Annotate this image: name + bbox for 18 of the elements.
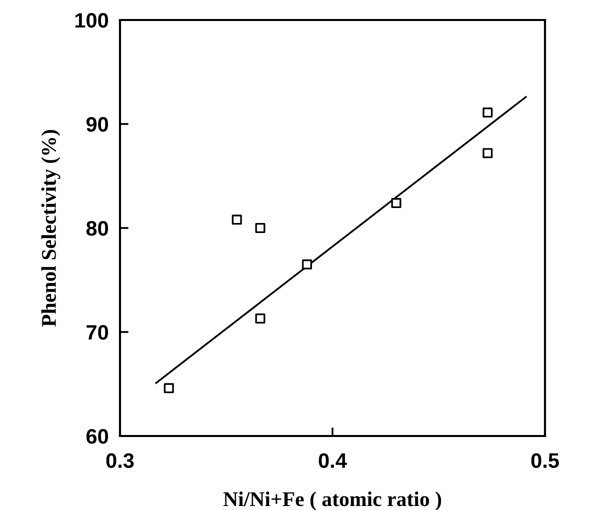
point <box>482 108 493 118</box>
y-tick-label: 70 <box>86 325 108 340</box>
y-tick-label: 60 <box>86 429 108 444</box>
point <box>255 223 266 233</box>
point <box>255 313 266 324</box>
point <box>232 214 242 225</box>
y-tick-label: 90 <box>86 117 108 132</box>
point <box>391 198 402 208</box>
y-tick-label: 80 <box>86 221 108 236</box>
point <box>302 259 312 270</box>
point <box>164 383 174 394</box>
x-tick-label: 0.4 <box>318 453 347 468</box>
point <box>482 148 493 158</box>
x-tick-label: 0.5 <box>531 453 559 468</box>
y-axis-title: Phenol Selectivity (%) <box>41 130 60 327</box>
y-tick-label: 100 <box>75 13 108 28</box>
x-axis-title: Ni/Ni+Fe ( atomic ratio ) <box>223 492 442 510</box>
x-tick-label: 0.3 <box>106 453 134 468</box>
